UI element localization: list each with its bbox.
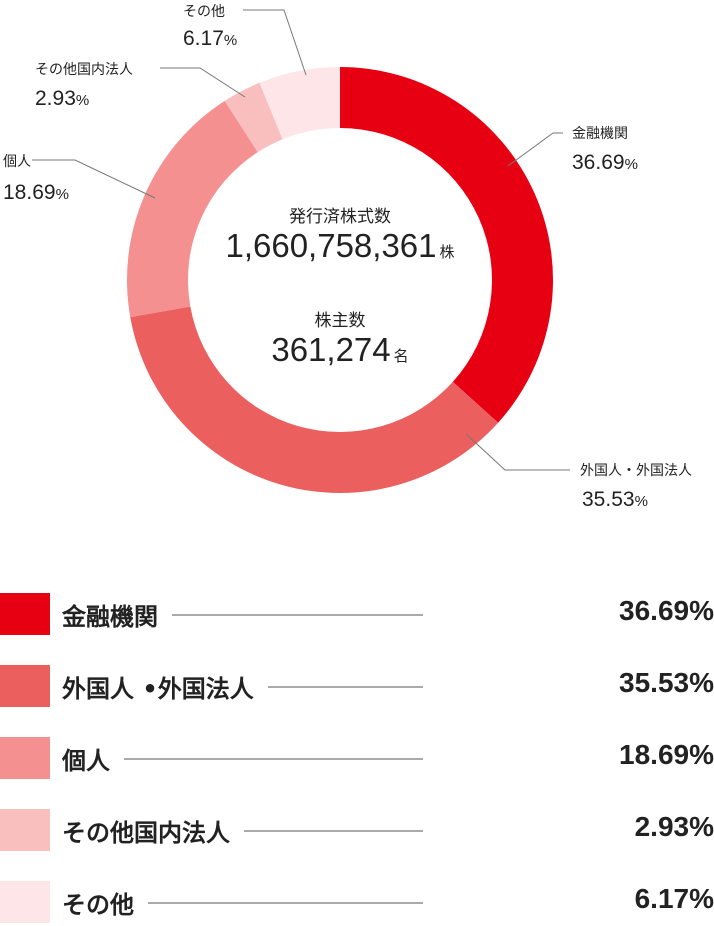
legend-value: 36.69% (607, 595, 714, 627)
legend-label: 金融機関 (62, 597, 172, 632)
legend-label: その他国内法人 (62, 813, 244, 848)
shares-value: 1,660,758,361 (225, 227, 437, 264)
legend-value: 2.93% (622, 811, 714, 843)
holders-unit: 名 (393, 347, 409, 365)
legend-item: 金融機関 36.69% (0, 593, 714, 635)
callout-label: 外国人・外国法人 (580, 463, 692, 479)
legend-divider (62, 902, 423, 904)
legend-label: 外国人 •外国法人 (62, 669, 268, 704)
holders-label: 株主数 (314, 311, 366, 331)
legend-item: 外国人 •外国法人 35.53% (0, 665, 714, 707)
shares-label: 発行済株式数 (289, 207, 391, 227)
callout-value: 18.69% (3, 181, 69, 204)
legend-swatch (0, 665, 50, 707)
callout-value: 2.93% (35, 87, 90, 110)
legend-item: 個人 18.69% (0, 737, 714, 779)
legend-swatch (0, 737, 50, 779)
donut-slice (130, 306, 499, 493)
leader-line-foreign (465, 433, 570, 471)
leader-line-individual (32, 159, 156, 199)
legend-label: 個人 (62, 741, 124, 776)
legend-divider (62, 758, 423, 760)
legend-swatch (0, 881, 50, 923)
legend-swatch (0, 593, 50, 635)
callout-value: 36.69% (572, 151, 638, 174)
legend-value: 35.53% (607, 667, 714, 699)
legend-divider (62, 614, 423, 616)
legend-item: その他 6.17% (0, 881, 714, 923)
callout-label: その他 (183, 4, 225, 20)
donut-chart (32, 9, 570, 493)
donut-slice (126, 100, 258, 318)
leader-line-other-domestic (160, 67, 246, 98)
donut-slice (224, 82, 283, 153)
donut-slice (340, 67, 553, 423)
leader-line-other (243, 9, 307, 76)
legend-swatch (0, 809, 50, 851)
legend-value: 6.17% (622, 883, 714, 915)
holders-value: 361,274 (271, 331, 391, 368)
shares-unit: 株 (439, 243, 455, 261)
callout-value: 35.53% (582, 488, 648, 511)
legend-item: その他国内法人 2.93% (0, 809, 714, 851)
legend-label: その他 (62, 885, 148, 920)
donut-slice (259, 67, 340, 140)
callout-value: 6.17% (183, 27, 238, 50)
callout-label: 金融機関 (572, 126, 628, 142)
callout-label: その他国内法人 (35, 62, 133, 78)
callout-label: 個人 (3, 154, 31, 170)
legend-value: 18.69% (607, 739, 714, 771)
leader-line-financial (507, 132, 563, 167)
